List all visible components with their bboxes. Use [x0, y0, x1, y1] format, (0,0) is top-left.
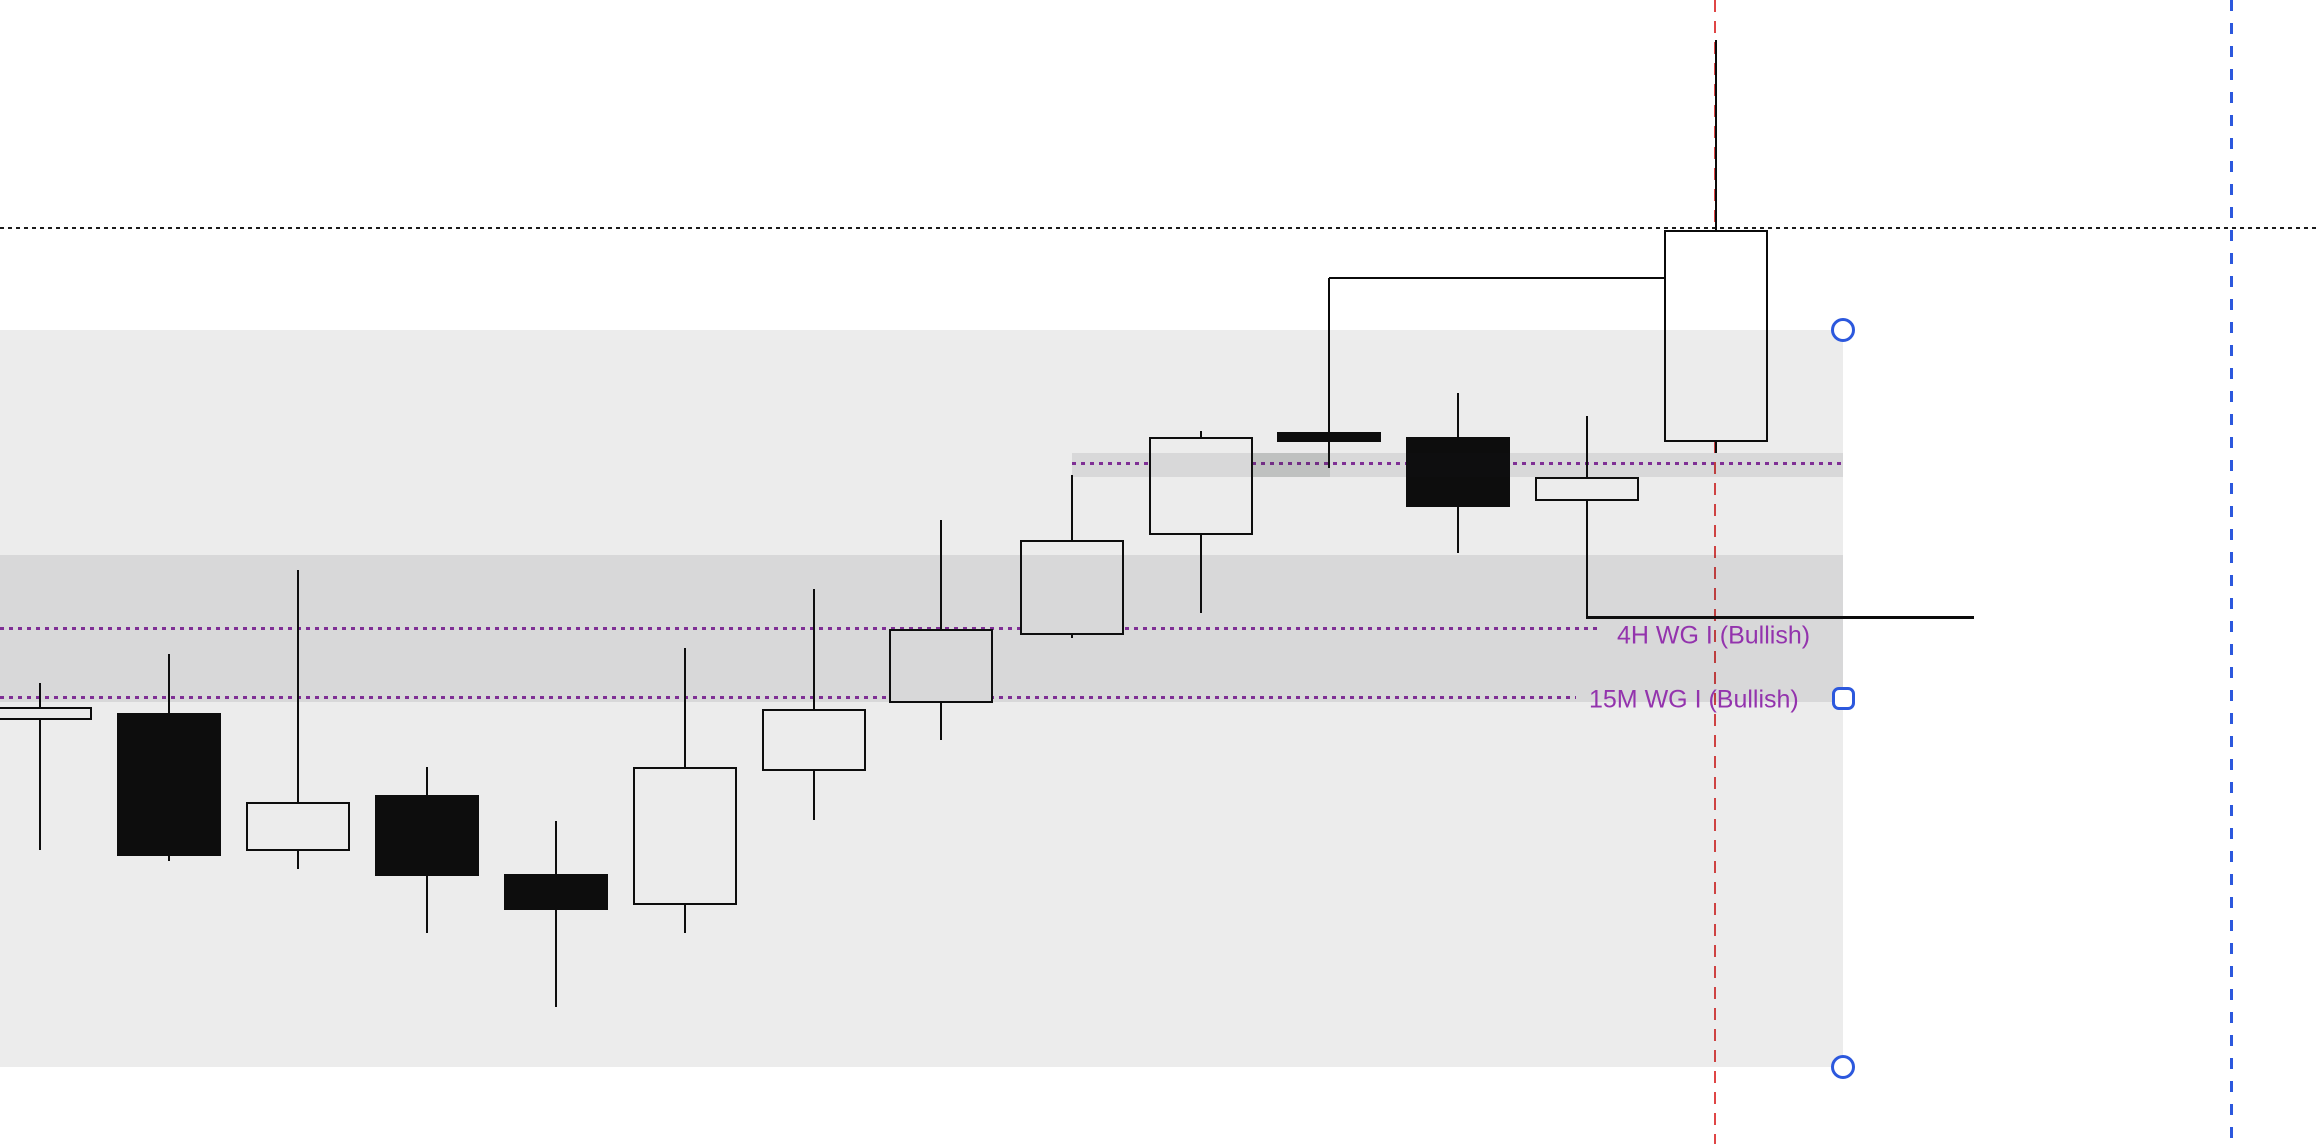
candle-wick — [39, 683, 41, 850]
candle-wick — [1586, 416, 1588, 619]
demand-zone[interactable] — [0, 330, 1843, 1067]
candle-body-bearish — [117, 713, 221, 856]
wg-15m-line — [0, 695, 1576, 699]
zone-handle-bottom[interactable] — [1831, 1055, 1855, 1079]
mid-gray-band[interactable] — [0, 555, 1843, 702]
wg-15m-line-label[interactable]: 15M WG I (Bullish) — [1589, 685, 1799, 714]
candle-body-bullish — [762, 709, 866, 771]
candle-body-bullish — [1535, 477, 1639, 501]
candle-body-bullish — [633, 767, 737, 905]
candle-body-bearish — [504, 874, 608, 910]
structure-horizontal[interactable] — [1329, 276, 1666, 280]
structure-vertical[interactable] — [1327, 278, 1331, 468]
candle-body-bullish — [0, 707, 92, 720]
wick-gap-band[interactable] — [1072, 453, 1843, 477]
candle-wick — [555, 821, 557, 1007]
candle-body-bullish — [1020, 540, 1124, 635]
blue-dashed-vline[interactable] — [2229, 0, 2233, 1144]
candle-body-bearish — [1406, 437, 1510, 507]
extension-line[interactable] — [1587, 615, 1974, 619]
candle-body-bullish — [889, 629, 993, 703]
candle-body-bullish — [246, 802, 350, 851]
zone-handle-top[interactable] — [1831, 318, 1855, 342]
black-dotted-level — [0, 227, 2316, 229]
wg-4h-line — [0, 626, 1602, 630]
candle-body-bullish — [1149, 437, 1253, 535]
imbalance-box[interactable] — [1252, 453, 1330, 477]
candle-body-bullish — [1664, 230, 1768, 442]
candle-body-bearish — [375, 795, 479, 876]
red-dashed-vline[interactable] — [1713, 0, 1717, 1144]
candle-wick — [813, 589, 815, 820]
candle-wick — [297, 570, 299, 869]
wg-15m-handle[interactable] — [1831, 686, 1855, 710]
wg-4h-line-label[interactable]: 4H WG I (Bullish) — [1617, 621, 1811, 650]
